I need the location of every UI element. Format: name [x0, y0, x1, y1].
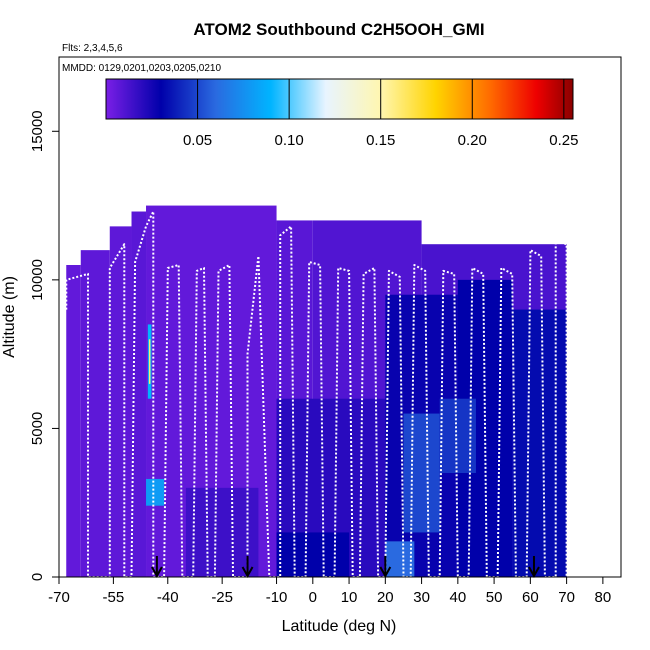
colorbar-tick-label: 0.20 — [458, 132, 487, 149]
x-tick-label: 60 — [522, 589, 539, 606]
heatmap-cell — [512, 309, 567, 577]
x-tick-label: 10 — [341, 589, 358, 606]
x-tick-label: 70 — [558, 589, 575, 606]
dates-label: MMDD: 0129,0201,0203,0205,0210 — [62, 63, 221, 74]
y-tick-label: 15000 — [29, 110, 46, 152]
x-tick-label: 40 — [449, 589, 466, 606]
arrow-head — [241, 566, 254, 579]
y-axis-title: Altitude (m) — [1, 276, 18, 358]
heatmap-cell — [66, 265, 81, 577]
arrow-head — [379, 566, 392, 579]
heatmap-cell — [80, 250, 110, 577]
colorbar: 0.05 0.10 0.15 0.20 0.25 — [105, 78, 578, 149]
y-tick-label: 10000 — [29, 259, 46, 301]
flights-label: Flts: 2,3,4,5,6 — [62, 43, 123, 54]
colorbar-tick-label: 0.15 — [366, 132, 395, 149]
colorbar-tick-label: 0.10 — [275, 132, 304, 149]
x-tick-label: -70 — [48, 589, 70, 606]
colorbar-gradient — [105, 78, 574, 120]
heatmap-cell — [146, 478, 165, 506]
y-tick-label: 5000 — [29, 412, 46, 445]
heatmap-cells — [66, 205, 567, 577]
colorbar-ticks: 0.05 0.10 0.15 0.20 0.25 — [183, 79, 578, 149]
y-axis: 0 5000 10000 15000 — [29, 110, 59, 581]
colorbar-tick-label: 0.25 — [549, 132, 578, 149]
x-tick-label: 80 — [595, 589, 612, 606]
x-axis-title: Latitude (deg N) — [282, 618, 397, 635]
heatmap-cell — [148, 339, 151, 384]
x-tick-label: 50 — [486, 589, 503, 606]
heatmap-cell — [385, 541, 415, 577]
colorbar-tick-label: 0.05 — [183, 132, 212, 149]
x-tick-label: 20 — [377, 589, 394, 606]
arrow-head — [151, 566, 163, 579]
x-tick-label: -55 — [103, 589, 125, 606]
chart-title: ATOM2 Southbound C2H5OOH_GMI — [193, 20, 484, 39]
x-tick-label: 30 — [413, 589, 430, 606]
x-tick-label: -10 — [266, 589, 288, 606]
flight-arrows — [151, 556, 540, 579]
y-tick-label: 0 — [29, 573, 46, 581]
x-axis: -70 -55 -40 -25 -10 0 10 20 30 40 50 60 70 80 — [48, 577, 611, 606]
arrow-head — [528, 566, 540, 579]
heatmap-cell — [403, 413, 440, 533]
x-tick-label: 0 — [309, 589, 317, 606]
plot-border — [58, 56, 622, 578]
heatmap-cell — [185, 487, 259, 577]
x-tick-label: -25 — [211, 589, 233, 606]
x-tick-label: -40 — [157, 589, 179, 606]
heatmap-cell — [109, 226, 132, 577]
heatmap-cell — [276, 532, 350, 577]
